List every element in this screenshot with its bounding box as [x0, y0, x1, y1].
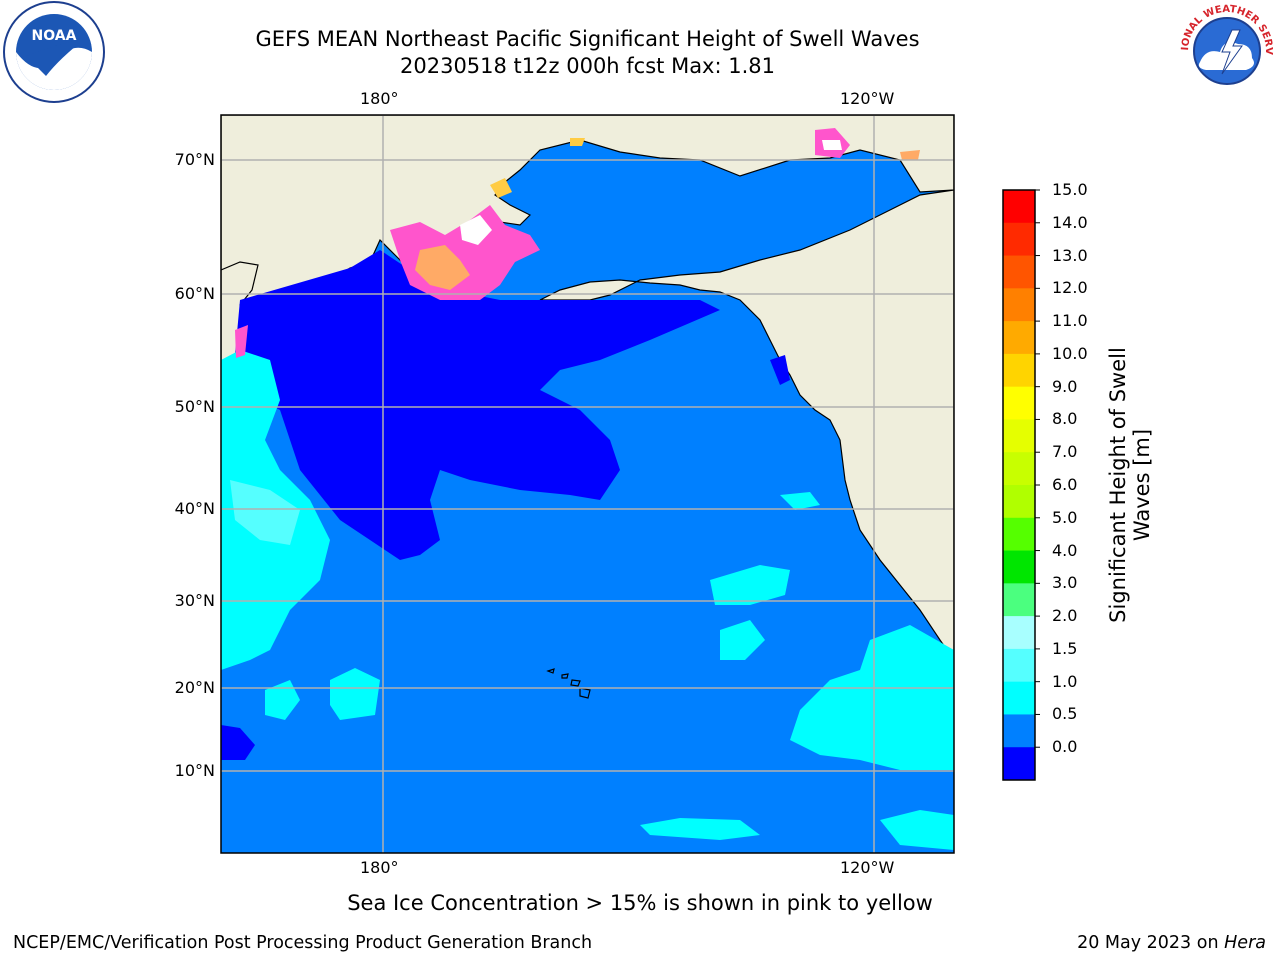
chart-subtitle: 20230518 t12z 000h fcst Max: 1.81 — [400, 54, 775, 78]
colorbar-tick-label: 9.0 — [1052, 376, 1078, 396]
swell-1-1.5-patch6 — [880, 810, 954, 850]
swell-1-1.5-patch1 — [710, 565, 790, 605]
lon-label-bottom-180: 180° — [360, 858, 399, 877]
colorbar-tick-label: 10.0 — [1052, 343, 1088, 363]
nws-logo: NATIONAL WEATHER SERVICE — [1176, 0, 1276, 100]
lon-label-bottom-120w: 120°W — [840, 858, 895, 877]
colorbar-tick-label: 14.0 — [1052, 212, 1088, 232]
colorbar-tick-label: 0.0 — [1052, 737, 1078, 757]
lat-label-30n: 30°N — [174, 591, 215, 610]
svg-text:NOAA: NOAA — [32, 28, 77, 44]
colorbar-tick-label: 2.0 — [1052, 606, 1078, 626]
swell-0-0.5-north — [221, 250, 720, 560]
colorbar-swatch — [1003, 550, 1035, 584]
colorbar-tick-label: 0.5 — [1052, 704, 1078, 724]
map-frame — [220, 114, 955, 854]
swell-1-1.5-patch7 — [780, 492, 820, 510]
colorbar-tick-label: 12.0 — [1052, 278, 1088, 298]
lat-label-10n: 10°N — [174, 761, 215, 780]
colorbar-swatch — [1003, 681, 1035, 715]
colorbar-tick-label: 1.5 — [1052, 638, 1078, 658]
map-canvas — [221, 115, 954, 853]
sea-ice — [235, 128, 920, 358]
colorbar-swatch — [1003, 255, 1035, 289]
graticule — [221, 115, 954, 853]
colorbar-swatch — [1003, 288, 1035, 322]
lat-label-50n: 50°N — [174, 397, 215, 416]
colorbar-tick-label: 4.0 — [1052, 540, 1078, 560]
lat-label-60n: 60°N — [174, 284, 215, 303]
sea-ice-note: Sea Ice Concentration > 15% is shown in … — [347, 891, 933, 915]
colorbar-tick-label: 5.0 — [1052, 507, 1078, 527]
lon-label-top-180: 180° — [360, 89, 399, 108]
footer-date: 20 May 2023 on Hera — [1077, 933, 1266, 953]
hawaii — [546, 668, 591, 699]
colorbar-swatch — [1003, 747, 1035, 781]
colorbar-swatch — [1003, 419, 1035, 453]
colorbar — [1002, 189, 1040, 781]
colorbar-swatch — [1003, 616, 1035, 650]
colorbar-title: Significant Height of Swell Waves [m] — [1106, 347, 1154, 623]
chart-title: GEFS MEAN Northeast Pacific Significant … — [255, 27, 920, 51]
colorbar-swatch — [1003, 485, 1035, 519]
lon-label-top-120w: 120°W — [840, 89, 895, 108]
swell-1-1.5-patch2 — [720, 620, 765, 660]
lat-label-20n: 20°N — [174, 678, 215, 697]
colorbar-tick-label: 3.0 — [1052, 573, 1078, 593]
lat-label-40n: 40°N — [174, 499, 215, 518]
colorbar-tick-label: 11.0 — [1052, 311, 1088, 331]
lat-label-70n: 70°N — [174, 150, 215, 169]
colorbar-swatch — [1003, 386, 1035, 420]
swell-1-1.5-patch4 — [265, 680, 300, 720]
colorbar-tick-label: 8.0 — [1052, 409, 1078, 429]
swell-1-1.5-patch5 — [640, 818, 760, 840]
colorbar-swatch — [1003, 321, 1035, 355]
colorbar-swatch — [1003, 714, 1035, 748]
noaa-logo: NOAA — [3, 1, 105, 103]
colorbar-tick-label: 6.0 — [1052, 475, 1078, 494]
land-alaska-peninsula — [539, 189, 954, 662]
footer-date-text: 20 May 2023 on — [1077, 933, 1219, 953]
footer-branch: NCEP/EMC/Verification Post Processing Pr… — [13, 933, 593, 953]
colorbar-swatch — [1003, 222, 1035, 257]
colorbar-swatch — [1003, 648, 1035, 683]
colorbar-swatch — [1003, 517, 1035, 552]
colorbar-swatch — [1003, 583, 1035, 617]
colorbar-tick-label: 1.0 — [1052, 671, 1078, 691]
colorbar-swatch — [1003, 353, 1035, 388]
swell-1.5-2-patch — [230, 480, 300, 545]
colorbar-tick-label: 7.0 — [1052, 442, 1078, 462]
colorbar-swatch — [1003, 452, 1035, 486]
swell-1-1.5-patch3 — [330, 668, 380, 720]
colorbar-tick-label: 15.0 — [1052, 180, 1088, 199]
swell-0-0.5-south — [221, 725, 255, 760]
swell-1-1.5-southeast — [790, 625, 954, 770]
swell-0-0.5-coast — [770, 355, 790, 385]
colorbar-tick-label: 13.0 — [1052, 245, 1088, 265]
colorbar-swatch — [1003, 190, 1035, 224]
footer-machine: Hera — [1224, 933, 1266, 953]
